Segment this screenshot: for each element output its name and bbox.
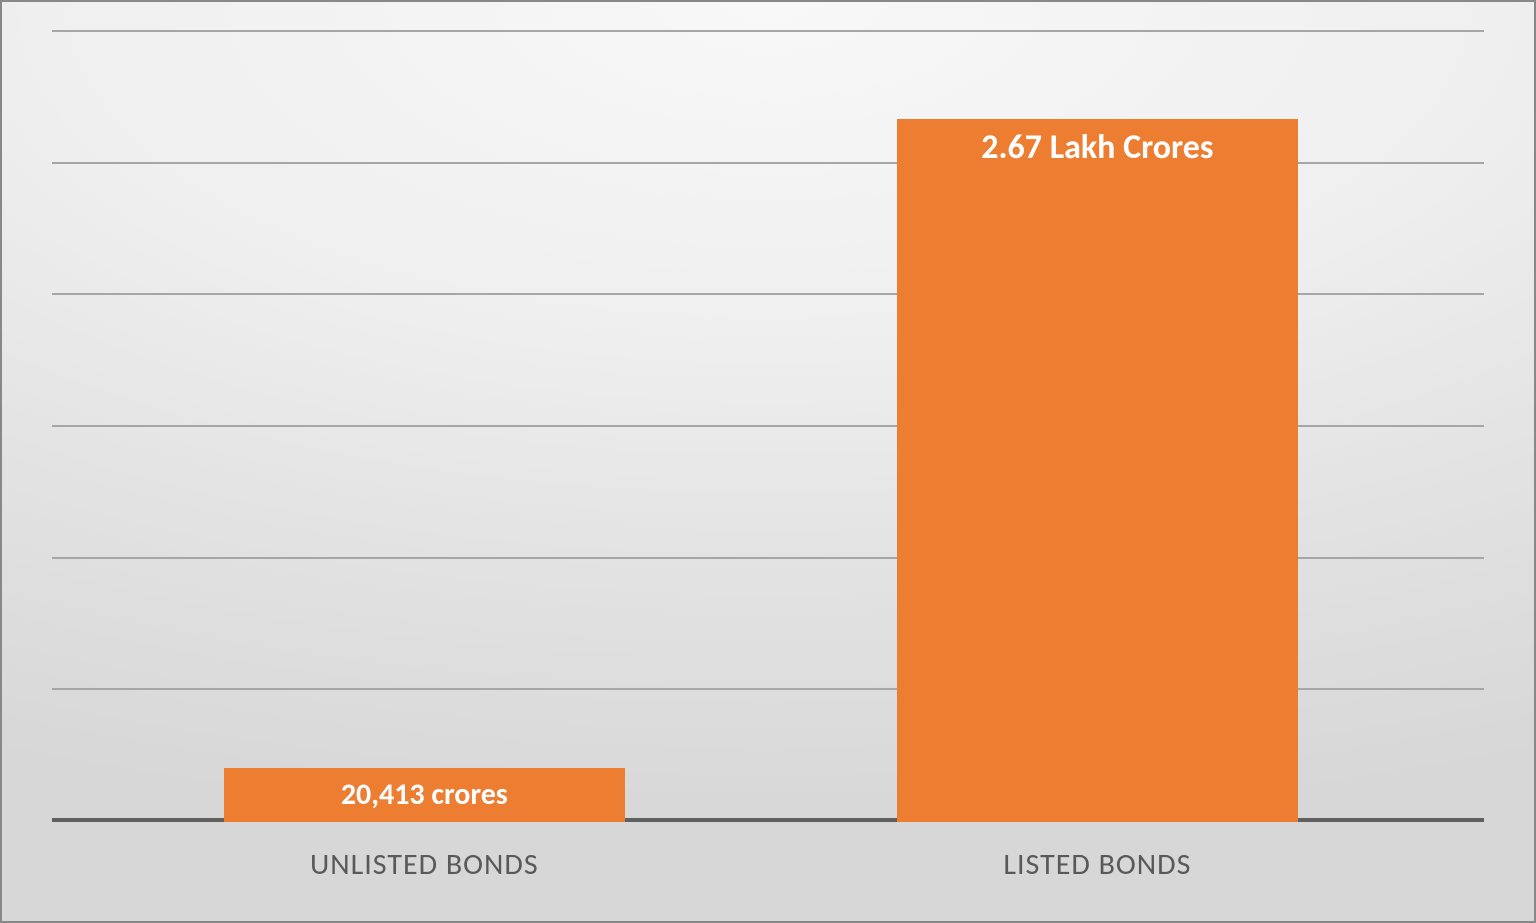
bar-unlisted: 20,413 crores [224,768,625,822]
category-axis: UNLISTED BONDS LISTED BONDS [52,822,1484,892]
bar-value-label-listed: 2.67 Lakh Crores [897,127,1298,168]
bar-listed: 2.67 Lakh Crores [897,119,1298,822]
gridline [52,30,1484,32]
category-label-listed: LISTED BONDS [897,846,1298,883]
chart-frame: 20,413 crores 2.67 Lakh Crores UNLISTED B… [0,0,1536,923]
category-label-unlisted: UNLISTED BONDS [224,846,625,883]
bar-value-label-unlisted: 20,413 crores [224,776,625,813]
plot-area: 20,413 crores 2.67 Lakh Crores [52,32,1484,822]
